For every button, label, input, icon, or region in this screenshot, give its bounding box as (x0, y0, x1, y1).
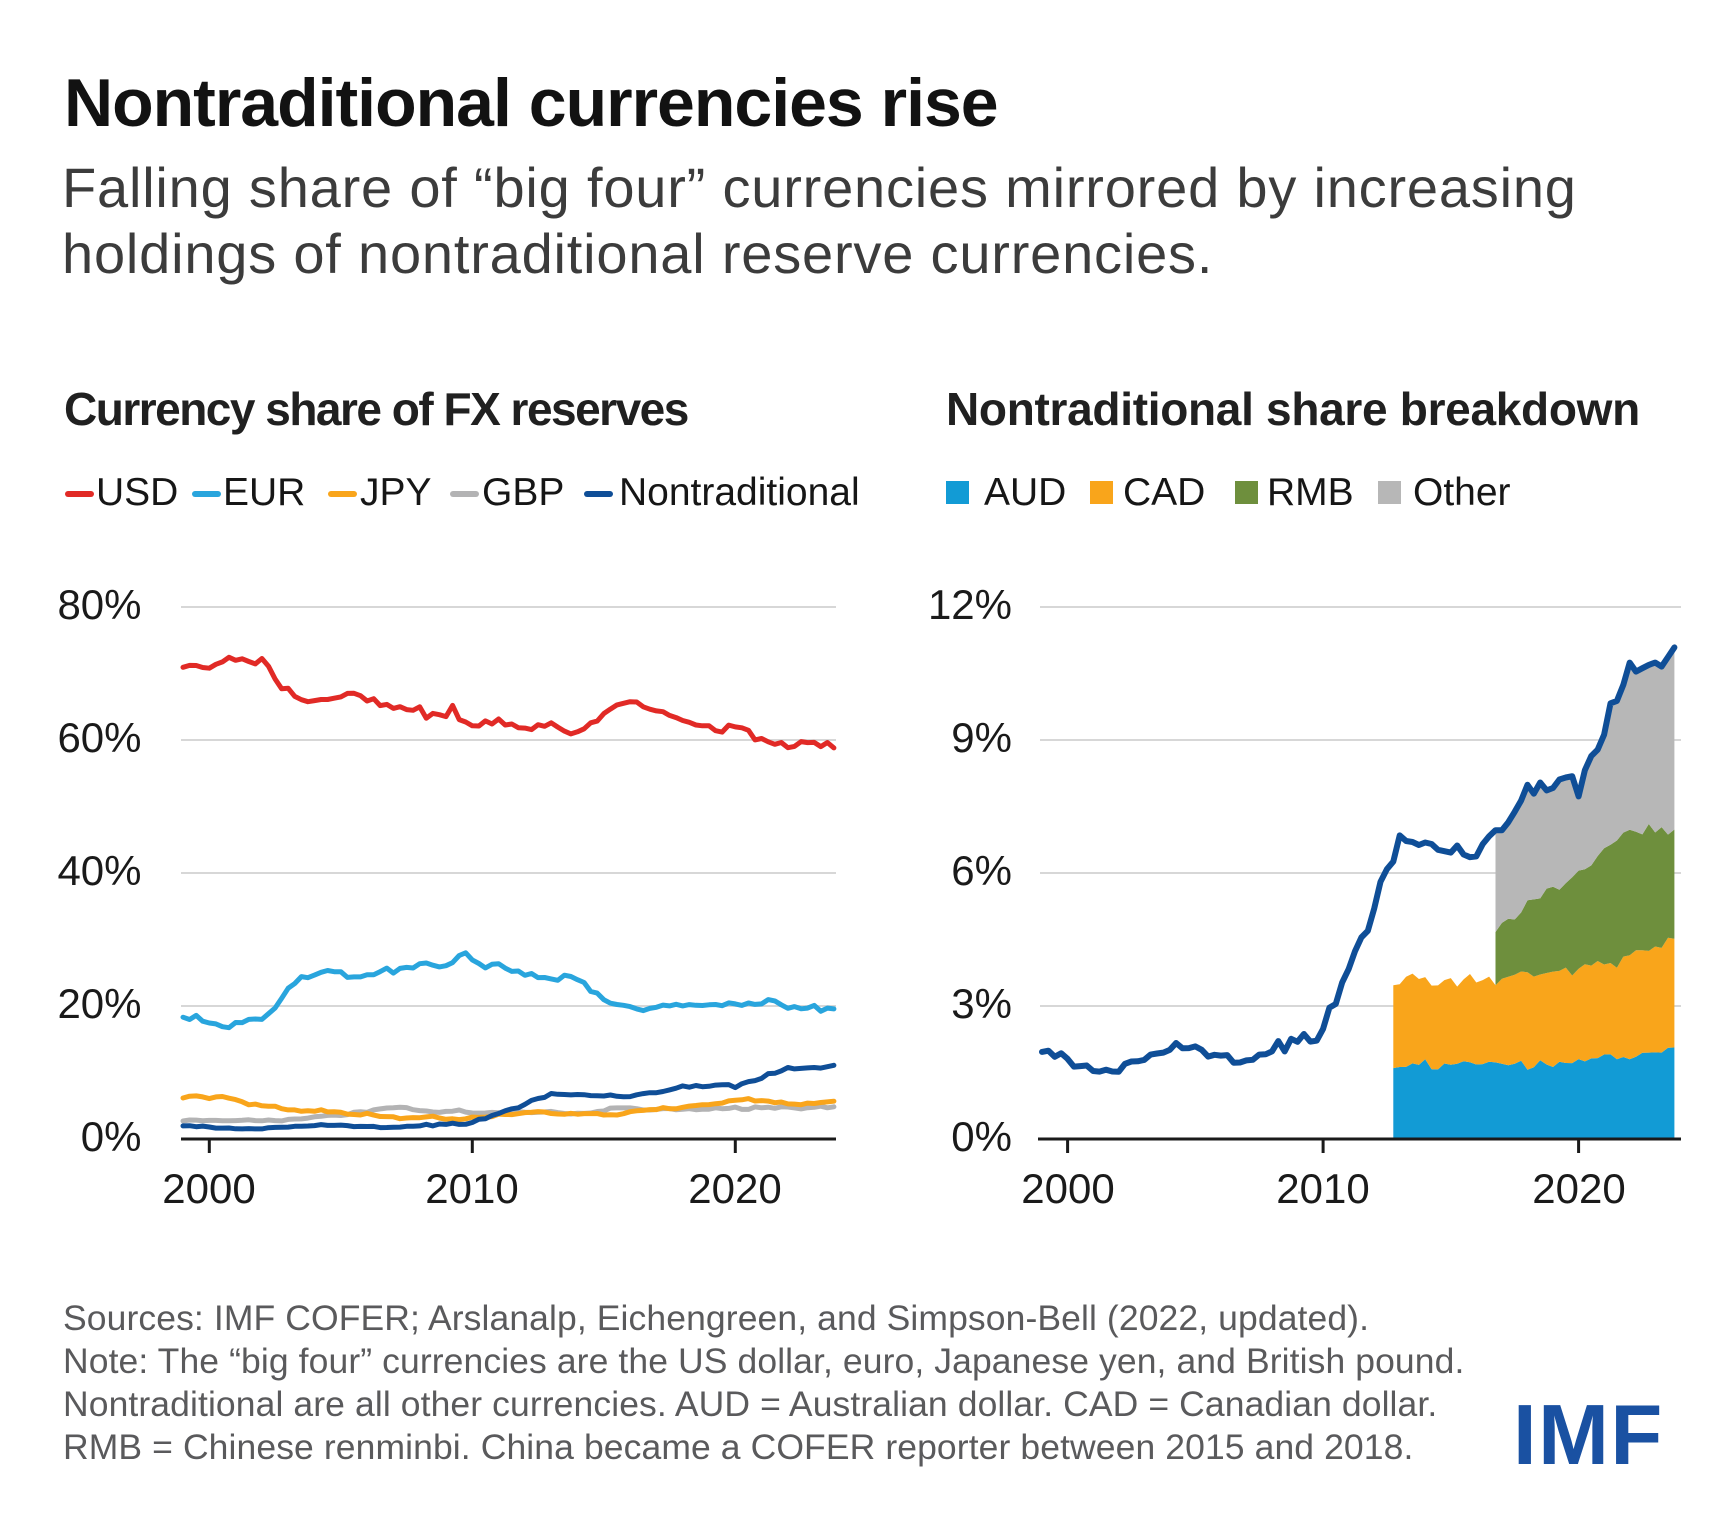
svg-text:80%: 80% (57, 581, 141, 628)
svg-text:2020: 2020 (688, 1165, 781, 1212)
svg-text:9%: 9% (951, 714, 1012, 761)
svg-text:60%: 60% (57, 714, 141, 761)
svg-text:3%: 3% (951, 980, 1012, 1027)
svg-text:2020: 2020 (1532, 1165, 1625, 1212)
svg-text:20%: 20% (57, 980, 141, 1027)
svg-text:2000: 2000 (162, 1165, 255, 1212)
svg-text:6%: 6% (951, 847, 1012, 894)
svg-text:40%: 40% (57, 847, 141, 894)
svg-text:2010: 2010 (1276, 1165, 1369, 1212)
svg-text:0%: 0% (951, 1113, 1012, 1160)
svg-text:2000: 2000 (1021, 1165, 1114, 1212)
svg-text:12%: 12% (928, 581, 1012, 628)
svg-text:0%: 0% (81, 1113, 142, 1160)
svg-text:2010: 2010 (425, 1165, 518, 1212)
